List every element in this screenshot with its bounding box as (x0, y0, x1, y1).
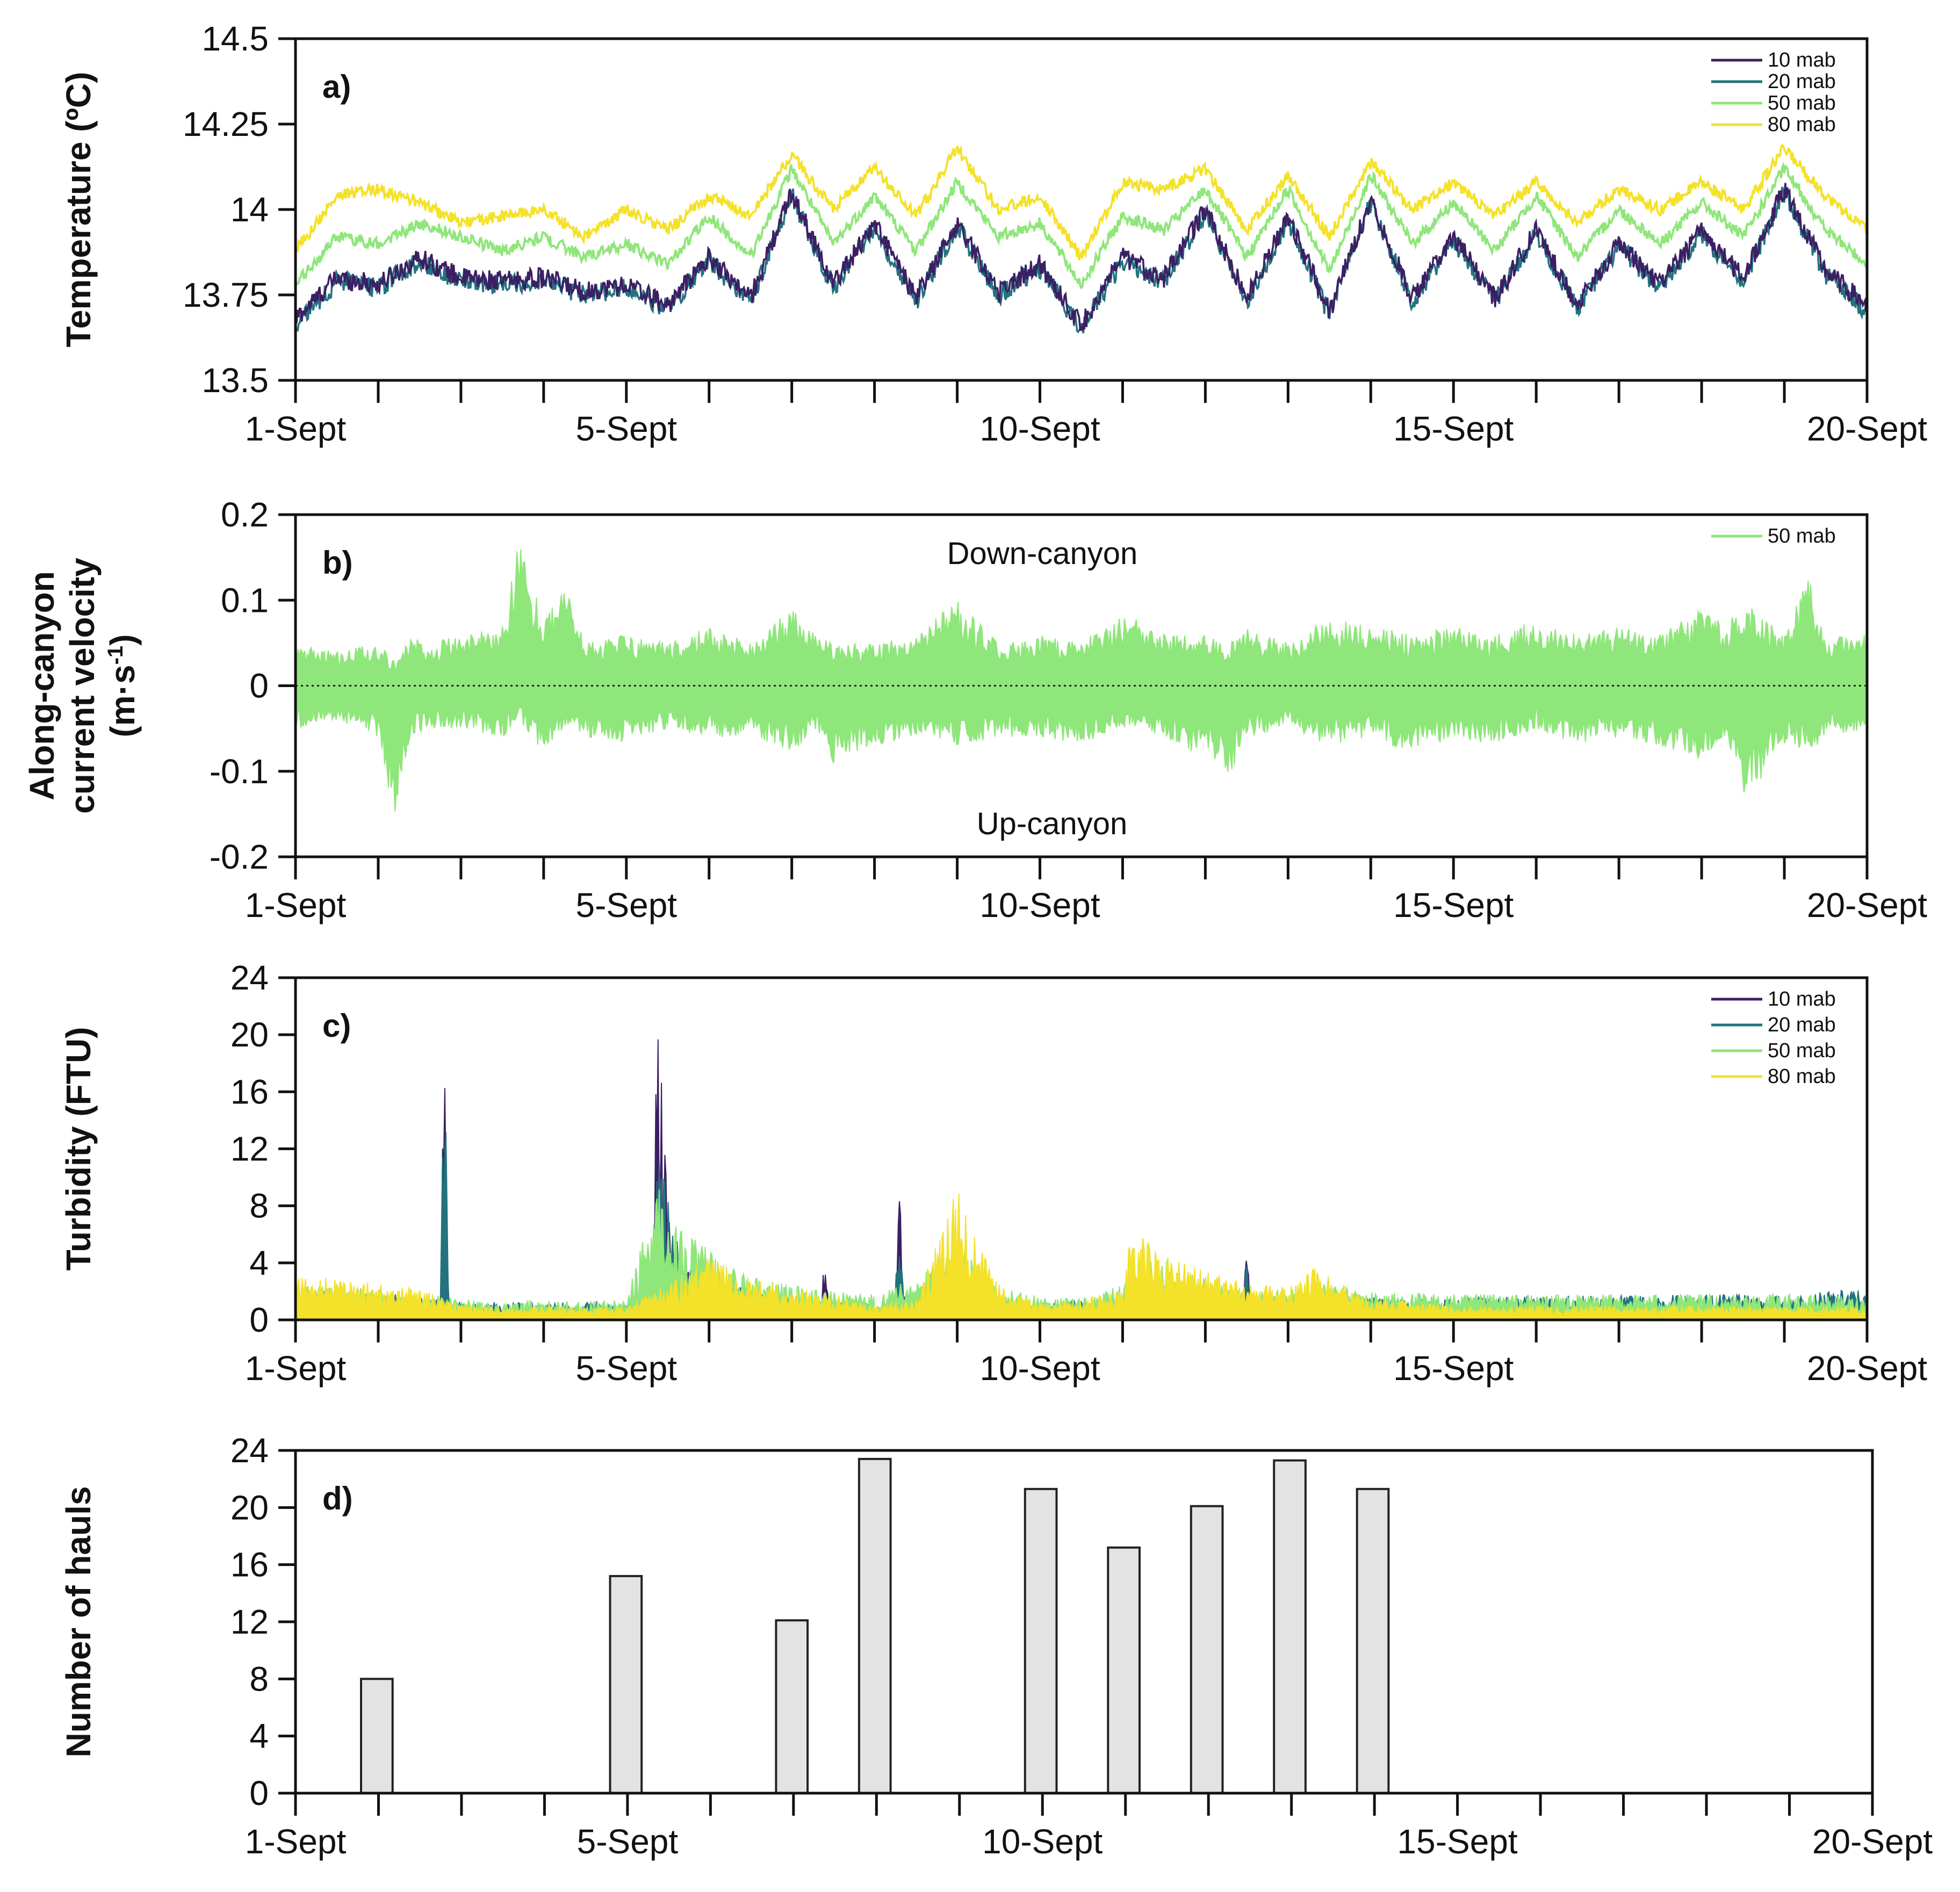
panel-b-ylabel-line2: current velocity (63, 558, 102, 814)
x-tick-label: 1-Sept (245, 1349, 347, 1388)
panel-a-series (296, 143, 1867, 334)
y-tick-label: 20 (230, 1488, 269, 1527)
x-tick-label: 20-Sept (1807, 1349, 1927, 1388)
legend-entry: 50 mab (1768, 1039, 1836, 1062)
bar-8-Sept (857, 1457, 892, 1794)
x-tick-label: 10-Sept (979, 409, 1100, 448)
y-tick-label: 16 (230, 1072, 269, 1111)
bar-11-Sept (1107, 1546, 1141, 1795)
panel-a-ylabel: Temperature (ºC) (59, 72, 98, 348)
y-tick-label: 12 (230, 1602, 269, 1641)
series-line-80-mab (296, 143, 1867, 261)
bar-12-Sept (1190, 1505, 1224, 1794)
legend-entry: 80 mab (1768, 1065, 1836, 1088)
panel-d-hauls: 1-Sept 5-Sept 10-Sept 15-Sept 20-Sept 0 4 8 12 16… (59, 1431, 1933, 1861)
x-tick-label: 5-Sept (576, 886, 678, 925)
panel-c-series (295, 1039, 1868, 1320)
y-tick-label: 20 (230, 1015, 269, 1054)
x-tick-label: 20-Sept (1812, 1822, 1933, 1861)
panel-b-annotation-up-canyon: Up-canyon (977, 806, 1127, 841)
y-tick-label: 4 (249, 1717, 269, 1756)
y-tick-label: 14.5 (201, 19, 269, 58)
y-tick-label: 13.75 (183, 276, 269, 314)
x-tick-label: 15-Sept (1393, 886, 1514, 925)
panel-b-ylabel-line3: (m·s-1) (103, 634, 142, 737)
x-tick-label: 20-Sept (1807, 886, 1927, 925)
panel-a-ticks: 1-Sept 5-Sept 10-Sept 15-Sept 20-Sept 13.5 13.… (183, 19, 1927, 448)
series-area-50-mab (295, 1189, 1868, 1320)
x-tick-label: 5-Sept (576, 409, 678, 448)
series-area-80-mab (295, 1194, 1868, 1320)
bar-14-Sept (1356, 1487, 1390, 1795)
panel-c-legend: 10 mab 20 mab 50 mab 80 mab (1711, 988, 1836, 1088)
panel-b-ylabel-exponent: -1 (104, 646, 127, 665)
y-tick-label: 14 (230, 190, 269, 229)
panel-c-ylabel: Turbidity (FTU) (59, 1027, 98, 1271)
panel-c-turbidity: 1-Sept 5-Sept 10-Sept 15-Sept 20-Sept 0 4 8 12 16… (59, 958, 1927, 1388)
x-tick-label: 10-Sept (979, 886, 1100, 925)
y-tick-label: 13.5 (201, 361, 269, 400)
panel-b-ticks: 1-Sept 5-Sept 10-Sept 15-Sept 20-Sept -0.2 -0.… (210, 495, 1928, 925)
bar-10-Sept (1024, 1487, 1058, 1795)
y-tick-label: 0 (249, 1774, 269, 1812)
legend-entry: 20 mab (1768, 70, 1836, 93)
panel-b-legend: 50 mab (1711, 525, 1836, 547)
x-tick-label: 15-Sept (1393, 409, 1514, 448)
panel-c-ticks: 1-Sept 5-Sept 10-Sept 15-Sept 20-Sept 0 4 8 12 16… (230, 958, 1927, 1388)
legend-entry: 80 mab (1768, 113, 1836, 136)
panel-d-bars (360, 1457, 1390, 1795)
panel-a-label: a) (322, 69, 351, 105)
y-tick-label: 4 (249, 1244, 269, 1282)
panel-d-label: d) (322, 1481, 353, 1517)
x-tick-label: 10-Sept (979, 1349, 1100, 1388)
legend-entry: 50 mab (1768, 92, 1836, 114)
y-tick-label: -0.2 (210, 837, 269, 876)
y-tick-label: 14.25 (183, 105, 269, 143)
y-tick-label: 24 (230, 1431, 269, 1470)
x-tick-label: 15-Sept (1397, 1822, 1518, 1861)
y-tick-label: 0.1 (221, 581, 269, 619)
y-tick-label: 0 (249, 1301, 269, 1339)
bar-13-Sept (1273, 1459, 1307, 1795)
panel-a-temperature: 1-Sept 5-Sept 10-Sept 15-Sept 20-Sept 13.5 13.… (59, 19, 1927, 448)
bar-5-Sept (609, 1575, 643, 1794)
panel-b-velocity: 1-Sept 5-Sept 10-Sept 15-Sept 20-Sept -0.2 -0.… (23, 495, 1927, 925)
legend-entry: 50 mab (1768, 525, 1836, 547)
x-tick-label: 5-Sept (577, 1822, 679, 1861)
y-tick-label: 16 (230, 1546, 269, 1584)
legend-entry: 20 mab (1768, 1014, 1836, 1036)
x-tick-label: 10-Sept (982, 1822, 1102, 1861)
panel-b-ylabel-unit: (m·s (103, 665, 142, 737)
x-tick-label: 1-Sept (245, 1822, 347, 1861)
x-tick-label: 5-Sept (576, 1349, 678, 1388)
y-tick-label: -0.1 (210, 752, 269, 791)
bar-7-Sept (775, 1619, 809, 1795)
panel-b-ylabel-close: ) (103, 634, 142, 645)
y-tick-label: 0.2 (221, 495, 269, 534)
panel-b-label: b) (322, 545, 353, 581)
y-tick-label: 8 (249, 1187, 269, 1225)
x-tick-label: 20-Sept (1807, 409, 1927, 448)
y-tick-label: 0 (249, 667, 269, 705)
panel-b-ylabel-line1: Along-canyon (23, 571, 61, 800)
panel-d-ticks: 1-Sept 5-Sept 10-Sept 15-Sept 20-Sept 0 4 8 12 16… (230, 1431, 1933, 1861)
series-line-50-mab (296, 161, 1867, 290)
legend-entry: 10 mab (1768, 988, 1836, 1010)
legend-entry: 10 mab (1768, 49, 1836, 71)
y-tick-label: 8 (249, 1659, 269, 1698)
x-tick-label: 1-Sept (245, 409, 347, 448)
x-tick-label: 15-Sept (1393, 1349, 1514, 1388)
y-tick-label: 12 (230, 1130, 269, 1168)
y-tick-label: 24 (230, 958, 269, 997)
x-tick-label: 1-Sept (245, 886, 347, 925)
panel-d-ylabel: Number of hauls (59, 1486, 98, 1758)
panel-b-annotation-down-canyon: Down-canyon (947, 536, 1138, 571)
panel-c-label: c) (322, 1008, 351, 1044)
series-line-10-mab (296, 183, 1867, 331)
bar-2-Sept (360, 1678, 394, 1795)
